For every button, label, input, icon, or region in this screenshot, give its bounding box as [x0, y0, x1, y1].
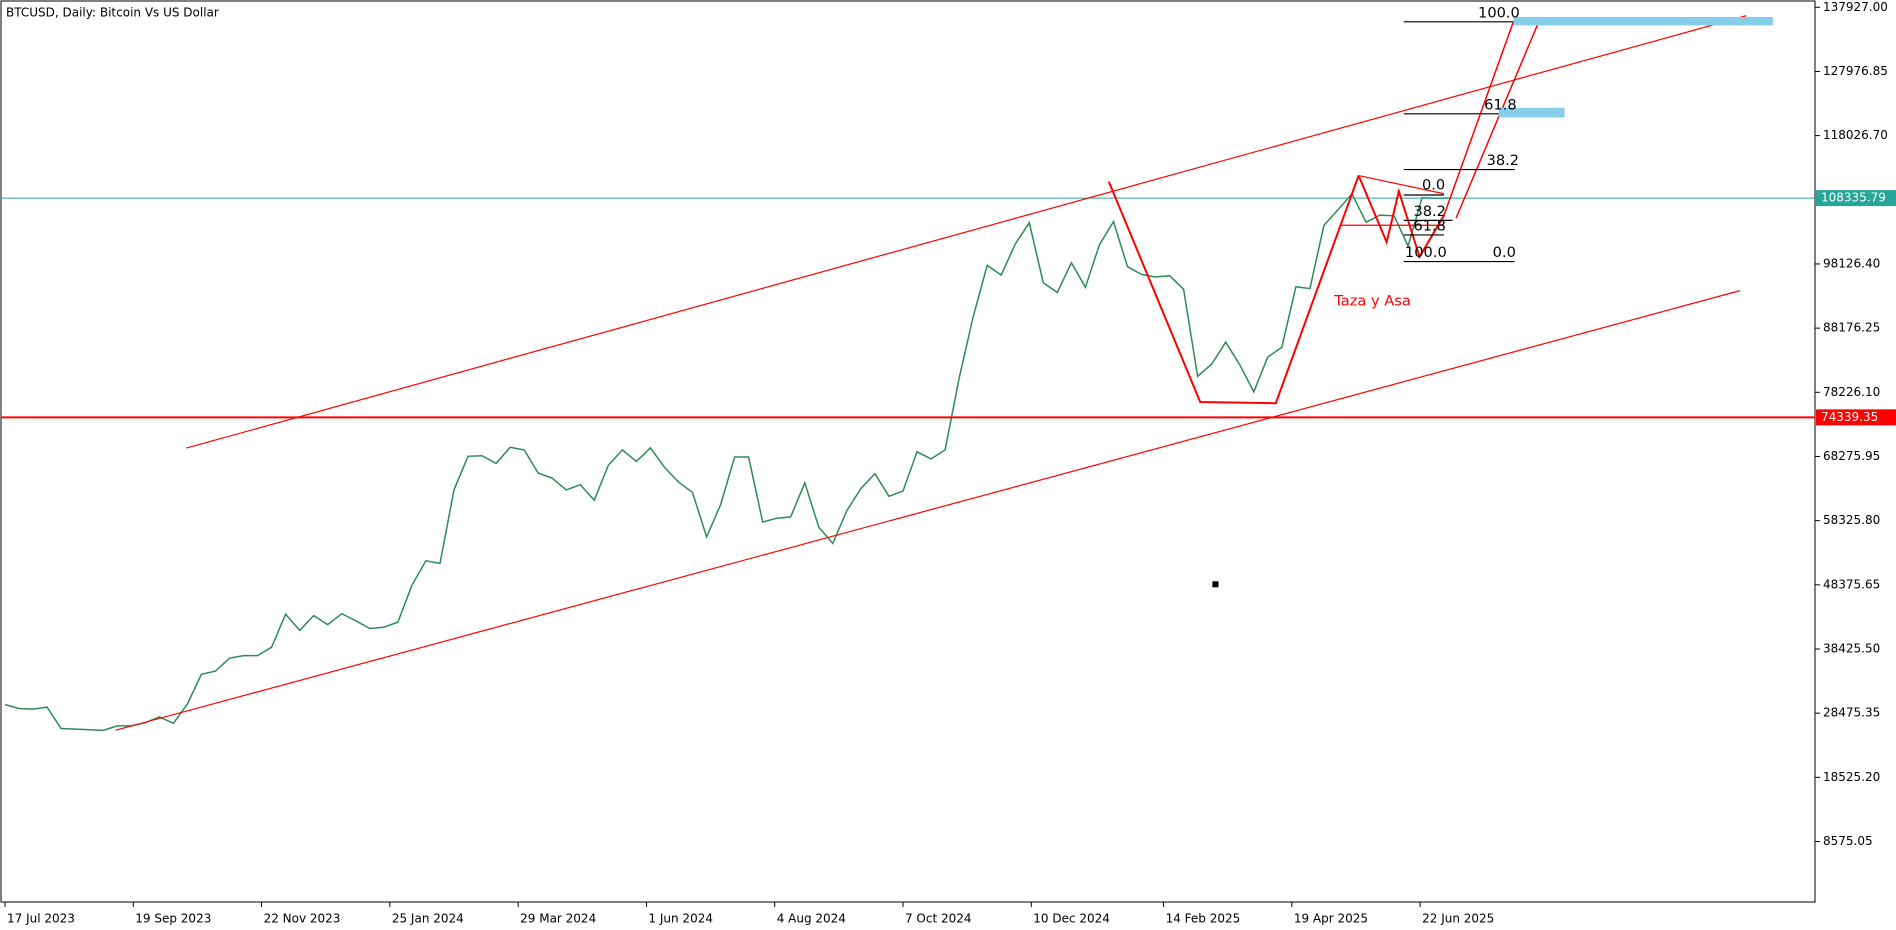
x-tick-label: 1 Jun 2024 — [648, 912, 713, 926]
channel-upper — [186, 16, 1746, 448]
y-tick-label: 8575.05 — [1823, 834, 1873, 848]
y-tick-label: 68275.95 — [1823, 449, 1880, 463]
chart-title: BTCUSD, Daily: Bitcoin Vs US Dollar — [6, 6, 219, 20]
x-tick-label: 14 Feb 2025 — [1166, 912, 1241, 926]
fib-label: 100.0 — [1478, 4, 1520, 21]
fib-label: 38.2 — [1413, 203, 1446, 220]
plot-frame — [0, 0, 1816, 903]
price-line — [4, 192, 1451, 732]
x-tick-label: 29 Mar 2024 — [520, 912, 596, 926]
x-tick-label: 7 Oct 2024 — [905, 912, 972, 926]
x-tick-label: 19 Sep 2023 — [135, 912, 211, 926]
projection-arrow — [1444, 22, 1513, 216]
cup-lines — [1109, 176, 1359, 404]
drawings: 100.0 61.8 38.2 0.0 38.2 61.8 100.0 0.0 … — [116, 4, 1773, 730]
fib-label: 38.2 — [1487, 152, 1520, 169]
price-label-box — [1816, 409, 1896, 426]
y-tick-label: 98126.40 — [1823, 256, 1880, 270]
y-tick-label: 38425.50 — [1823, 641, 1880, 655]
price-label: 74339.35 — [1821, 410, 1878, 424]
x-tick-label: 17 Jul 2023 — [7, 912, 75, 926]
x-tick-label: 10 Dec 2024 — [1033, 912, 1110, 926]
projection-arrow — [1456, 24, 1538, 218]
x-tick-label: 19 Apr 2025 — [1294, 912, 1368, 926]
handle-lines — [1359, 176, 1444, 257]
fib-label: 61.8 — [1484, 96, 1517, 113]
x-tick-label: 22 Nov 2023 — [264, 912, 341, 926]
target-zone — [1513, 16, 1773, 26]
y-tick-label: 127976.85 — [1823, 64, 1888, 78]
y-tick-label: 118026.70 — [1823, 128, 1888, 142]
annotation: Taza y Asa — [1333, 293, 1411, 310]
y-tick-label: 88176.25 — [1823, 321, 1880, 335]
fib-label: 0.0 — [1493, 244, 1516, 261]
price-label-box — [1816, 190, 1896, 207]
handle-top — [1359, 176, 1444, 194]
fib-label: 61.8 — [1413, 217, 1446, 234]
x-tick-label: 22 Jun 2025 — [1422, 912, 1494, 926]
marker — [1212, 581, 1219, 588]
fib-label: 0.0 — [1422, 176, 1445, 193]
price-label: 108335.79 — [1821, 191, 1886, 205]
y-tick-label: 137927.00 — [1823, 0, 1888, 14]
y-tick-label: 28475.35 — [1823, 706, 1880, 720]
y-tick-label: 48375.65 — [1823, 577, 1880, 591]
x-tick-label: 25 Jan 2024 — [392, 912, 464, 926]
y-tick-label: 18525.20 — [1823, 770, 1880, 784]
target-zone — [1498, 107, 1565, 118]
y-tick-label: 58325.80 — [1823, 513, 1880, 527]
x-tick-label: 4 Aug 2024 — [777, 912, 846, 926]
y-tick-label: 78226.10 — [1823, 385, 1880, 399]
fib-label: 100.0 — [1405, 244, 1447, 261]
channel-lower — [116, 291, 1740, 731]
